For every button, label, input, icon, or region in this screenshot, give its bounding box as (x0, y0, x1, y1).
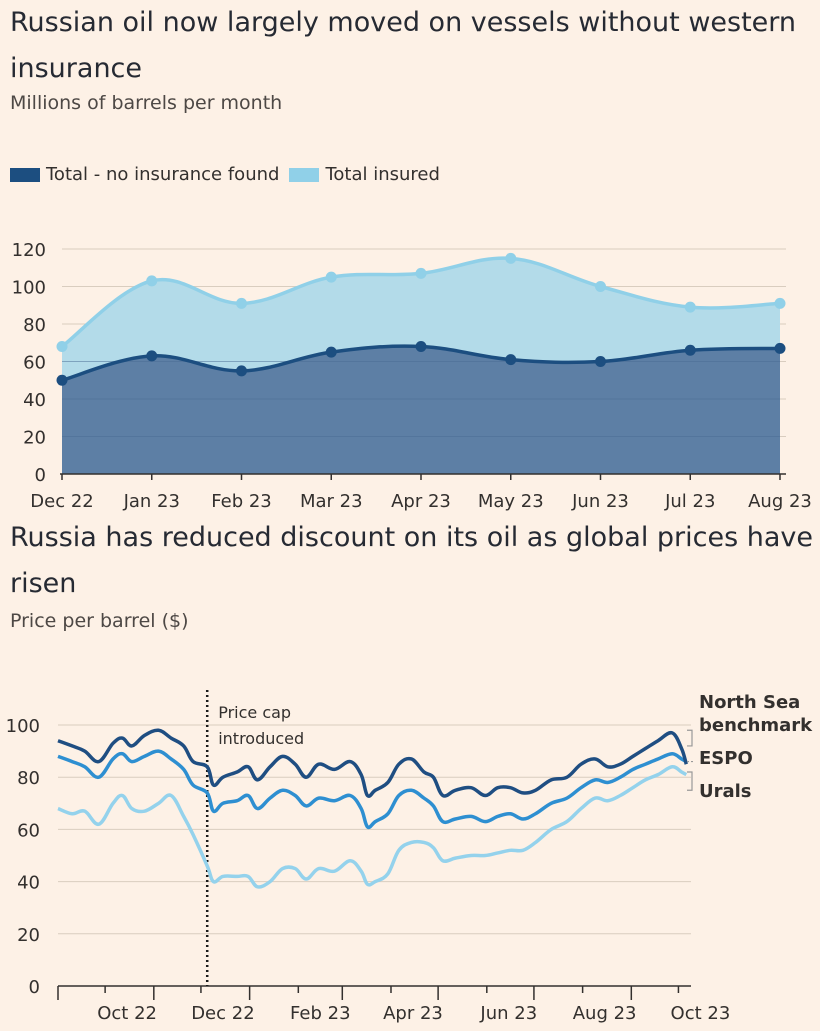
chart2-ytick-label: 60 (17, 820, 40, 841)
chart1-point-insured (325, 271, 337, 283)
chart2-ytick-label: 0 (29, 977, 40, 998)
chart1-point-insured (684, 301, 696, 313)
chart2-series-label-urals: Urals (699, 781, 752, 802)
chart1-point-no-insurance (236, 365, 247, 377)
chart2-xtick-label: Dec 22 (191, 1003, 254, 1024)
chart1-point-no-insurance (505, 354, 517, 366)
chart1-xtick-label: Jun 23 (571, 491, 629, 512)
chart1-point-no-insurance (774, 342, 786, 354)
chart1-xtick-label: Jan 23 (123, 491, 180, 512)
chart2-subtitle: Price per barrel ($) (10, 610, 189, 632)
chart2-series-label-espo: ESPO (699, 748, 753, 769)
chart2-xtick-label: Oct 22 (97, 1003, 157, 1024)
legend-item-insured: Total insured (289, 164, 440, 185)
chart1-area-no-insurance (62, 346, 780, 474)
chart2-ytick-label: 80 (17, 768, 40, 789)
chart2-line-urals (57, 765, 688, 889)
chart1-point-no-insurance (595, 356, 606, 367)
chart2-title: Russia has reduced discount on its oil a… (10, 522, 814, 599)
chart2-series-label-north-sea-benchmark: benchmark (699, 715, 813, 736)
chart2-xtick-label: Oct 23 (671, 1003, 731, 1024)
chart2-bracket-north-sea (687, 729, 693, 747)
chart2-ytick-label: 40 (17, 873, 40, 894)
chart1-point-no-insurance (325, 346, 337, 358)
legend-item-no-insurance: Total - no insurance found (10, 164, 279, 185)
chart1-xtick-label: Jul 23 (664, 491, 715, 512)
chart1-point-no-insurance (684, 344, 696, 356)
chart1-point-insured (146, 275, 158, 287)
chart1-xtick-label: Aug 23 (748, 491, 812, 512)
chart1-xtick-label: Apr 23 (391, 491, 451, 512)
chart1-point-no-insurance (146, 350, 158, 362)
chart1-xtick-label: Feb 23 (211, 491, 272, 512)
chart2-line-espo (57, 749, 688, 830)
chart1-xtick-label: Dec 22 (30, 491, 93, 512)
chart1-point-insured (774, 297, 786, 309)
chart1-point-insured (595, 281, 606, 292)
chart2-xtick-label: Apr 23 (383, 1003, 443, 1024)
legend-swatch-no-insurance (10, 167, 40, 182)
chart1-ytick-label: 80 (23, 315, 46, 336)
chart1-point-no-insurance (415, 341, 427, 352)
chart1-ytick-label: 60 (23, 353, 46, 374)
chart1-point-insured (505, 252, 517, 264)
chart1-ytick-label: 120 (12, 240, 46, 261)
chart2-xtick-label: Feb 23 (290, 1003, 351, 1024)
legend-swatch-insured (289, 167, 320, 182)
chart1-point-no-insurance (56, 374, 68, 386)
chart1-ytick-label: 100 (12, 278, 46, 299)
chart1-xtick-label: May 23 (478, 491, 544, 512)
chart2-bracket-urals (687, 771, 693, 791)
chart2-price-cap-label: introduced (218, 729, 304, 748)
chart1-ytick-label: 40 (23, 390, 46, 411)
chart2-xtick-label: Aug 23 (573, 1003, 637, 1024)
chart2-xtick-label: Jun 23 (479, 1003, 537, 1024)
chart2-line-north-sea-benchmark (57, 728, 688, 798)
chart1-svg: 0 20 40 60 80 100 120 Dec 22 Jan 23 Feb 23 Mar 23 A… (12, 240, 812, 512)
chart1-point-insured (236, 297, 247, 309)
legend-label-insured: Total insured (325, 164, 440, 185)
chart2-series-label-north-sea-benchmark: North Sea (699, 692, 800, 713)
chart1-point-insured (415, 267, 427, 279)
chart1-subtitle: Millions of barrels per month (10, 92, 283, 114)
chart1-title: Russian oil now largely moved on vessels… (10, 7, 797, 84)
chart1-ytick-label: 20 (23, 428, 46, 449)
chart1-xtick-label: Mar 23 (300, 491, 363, 512)
chart1-ytick-label: 0 (35, 465, 46, 486)
chart1-legend: Total - no insurance found Total insured (10, 164, 450, 185)
chart2-ytick-label: 20 (17, 925, 40, 946)
chart1-point-insured (56, 341, 68, 352)
chart2-ytick-label: 100 (6, 716, 40, 737)
chart2-price-cap-label: Price cap (218, 703, 291, 722)
legend-label-no-insurance: Total - no insurance found (46, 164, 280, 185)
